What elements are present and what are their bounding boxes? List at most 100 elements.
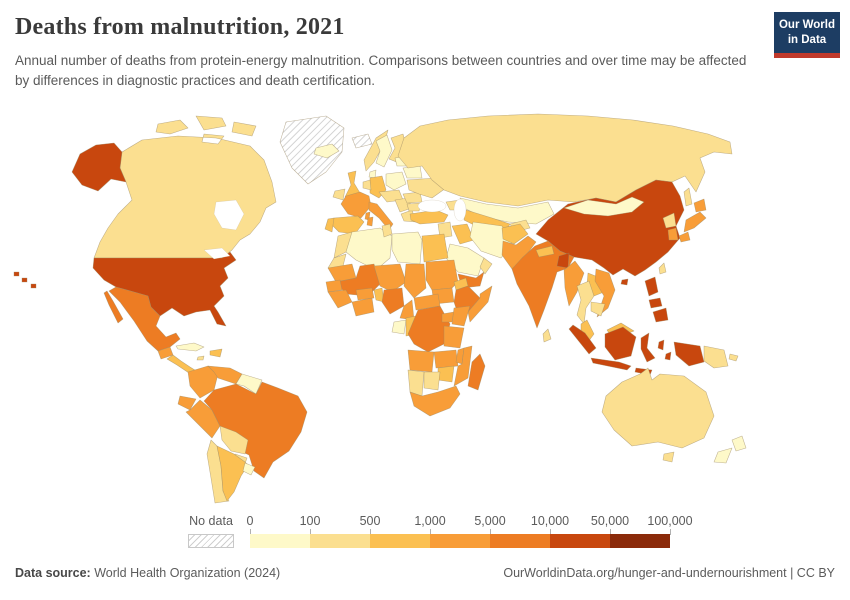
legend-swatch-1[interactable] <box>310 534 370 548</box>
country-pakistan[interactable] <box>501 235 537 270</box>
country-vietnam[interactable] <box>594 268 616 318</box>
country-denmark[interactable] <box>368 169 377 179</box>
country-zambia[interactable] <box>433 349 459 369</box>
country-somalia[interactable] <box>467 285 493 323</box>
country-mongolia[interactable] <box>563 196 645 217</box>
country-south-korea[interactable] <box>667 227 679 241</box>
country-cuba[interactable] <box>175 342 205 352</box>
country-nigeria[interactable] <box>381 287 405 315</box>
country-afghanistan[interactable] <box>501 223 529 245</box>
country-thailand[interactable] <box>576 280 595 325</box>
country-japan[interactable] <box>678 198 707 243</box>
legend-swatch-5[interactable] <box>550 534 610 548</box>
country-argentina[interactable] <box>216 445 249 502</box>
country-jamaica[interactable] <box>196 355 205 361</box>
country-russia[interactable] <box>397 113 733 207</box>
country-senegal[interactable] <box>325 279 343 293</box>
country-brazil[interactable] <box>203 381 308 479</box>
country-new-zealand[interactable] <box>713 435 747 464</box>
great-lakes <box>203 247 231 260</box>
country-bulgaria[interactable] <box>406 202 422 212</box>
country-iran[interactable] <box>469 221 513 259</box>
legend-tickmark <box>310 529 311 535</box>
legend-swatch-4[interactable] <box>490 534 550 548</box>
legend-tickmark <box>250 529 251 535</box>
country-tanzania[interactable] <box>443 325 465 349</box>
country-drc[interactable] <box>407 305 451 353</box>
country-myanmar[interactable] <box>563 260 585 307</box>
data-source-label: Data source: <box>15 566 91 580</box>
legend-bins: 0 100 500 1,000 5,000 10,000 50,000 100,… <box>247 512 693 552</box>
country-sudan[interactable] <box>425 259 459 291</box>
country-philippines[interactable] <box>644 276 669 323</box>
country-ireland[interactable] <box>332 188 346 201</box>
country-gabon[interactable] <box>391 319 407 335</box>
country-papua-new-guinea[interactable] <box>703 345 739 369</box>
map-legend: No data 0 100 500 1,000 5,000 10,000 50,… <box>0 512 850 554</box>
legend-tick-4: 5,000 <box>474 514 506 528</box>
country-chad[interactable] <box>403 263 427 299</box>
country-angola[interactable] <box>407 349 435 373</box>
country-sweden[interactable] <box>375 134 393 168</box>
legend-tickmark <box>490 529 491 535</box>
legend-tick-6: 50,000 <box>590 514 630 528</box>
country-portugal[interactable] <box>324 217 335 233</box>
legend-tick-7: 100,000 <box>647 514 693 528</box>
country-canada[interactable] <box>93 115 277 259</box>
chart-footer: Data source: World Health Organization (… <box>15 566 835 580</box>
black-sea <box>417 199 447 213</box>
country-kenya[interactable] <box>451 305 471 327</box>
country-belarus[interactable] <box>402 165 423 179</box>
hudson-bay <box>213 199 245 231</box>
legend-tick-2: 500 <box>359 514 381 528</box>
country-mexico[interactable] <box>103 286 181 352</box>
country-north-korea[interactable] <box>662 212 677 229</box>
country-iceland[interactable] <box>313 143 340 159</box>
country-taiwan[interactable] <box>658 262 667 275</box>
caspian-sea <box>453 198 467 222</box>
legend-swatch-3[interactable] <box>430 534 490 548</box>
legend-swatch-6[interactable] <box>610 534 670 548</box>
owid-logo-red-bar <box>774 52 840 58</box>
credit-link[interactable]: OurWorldinData.org/hunger-and-undernouri… <box>503 566 835 580</box>
country-burkina-faso[interactable] <box>355 287 375 301</box>
country-niger[interactable] <box>373 263 407 293</box>
country-libya[interactable] <box>391 231 423 265</box>
country-botswana[interactable] <box>423 371 441 391</box>
country-sri-lanka[interactable] <box>542 328 552 343</box>
country-usa[interactable] <box>13 142 237 327</box>
data-source: Data source: World Health Organization (… <box>15 566 280 580</box>
country-peru[interactable] <box>185 399 221 439</box>
country-guyanas[interactable] <box>235 373 263 395</box>
owid-logo[interactable]: Our World in Data <box>774 12 840 58</box>
country-zimbabwe[interactable] <box>437 365 455 383</box>
country-benelux[interactable] <box>362 179 372 191</box>
country-cote-divoire-ghana[interactable] <box>351 297 375 317</box>
owid-logo-box: Our World in Data <box>774 12 840 53</box>
country-turkey[interactable] <box>409 209 449 225</box>
country-egypt[interactable] <box>421 233 449 263</box>
country-bolivia[interactable] <box>219 425 249 455</box>
legend-tickmark <box>610 529 611 535</box>
country-nepal[interactable] <box>535 245 555 258</box>
legend-swatch-0[interactable] <box>250 534 310 548</box>
no-data-swatch[interactable] <box>188 534 234 548</box>
country-south-africa[interactable] <box>409 385 461 417</box>
country-madagascar[interactable] <box>467 353 486 391</box>
country-poland[interactable] <box>385 171 407 191</box>
country-cambodia[interactable] <box>590 301 606 317</box>
country-france[interactable] <box>340 191 372 221</box>
no-data-label: No data <box>189 514 233 528</box>
country-australia[interactable] <box>601 367 715 463</box>
country-algeria[interactable] <box>345 227 393 271</box>
legend-tick-3: 1,000 <box>414 514 446 528</box>
data-source-value: World Health Organization (2024) <box>90 566 281 580</box>
country-uruguay[interactable] <box>242 462 256 476</box>
country-oman[interactable] <box>479 257 493 275</box>
legend-tick-1: 100 <box>299 514 321 528</box>
page-title: Deaths from malnutrition, 2021 <box>15 14 345 40</box>
country-mozambique[interactable] <box>453 345 473 387</box>
legend-tickmark <box>370 529 371 535</box>
country-hispaniola[interactable] <box>209 348 223 358</box>
legend-swatch-2[interactable] <box>370 534 430 548</box>
